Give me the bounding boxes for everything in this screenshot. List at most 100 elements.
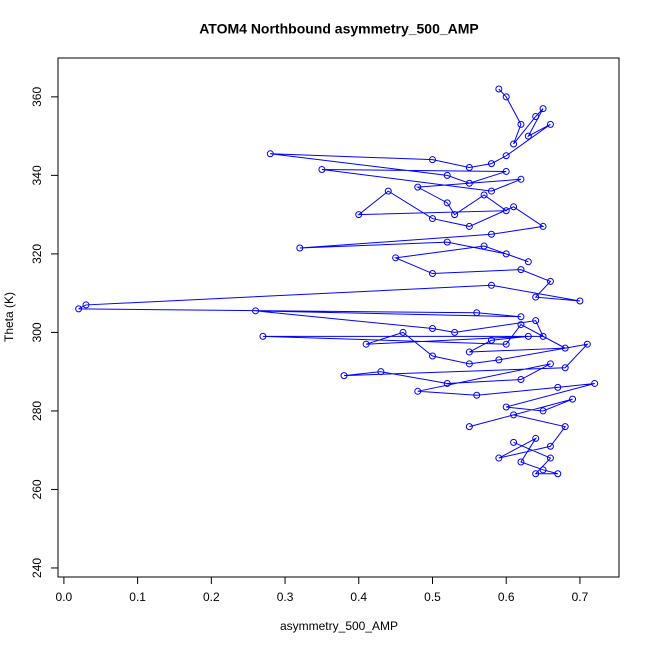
- data-point: [252, 307, 260, 315]
- data-point: [539, 407, 547, 415]
- y-tick-label: 320: [30, 244, 44, 264]
- data-point: [517, 321, 525, 329]
- data-point: [266, 150, 274, 158]
- data-point: [539, 466, 547, 474]
- data-point: [296, 244, 304, 252]
- data-point: [539, 105, 547, 113]
- data-point: [502, 93, 510, 101]
- data-point: [502, 250, 510, 258]
- y-axis-label: Theta (K): [2, 292, 16, 342]
- data-point: [487, 281, 495, 289]
- data-point: [428, 352, 436, 360]
- data-point: [561, 364, 569, 372]
- data-point: [428, 215, 436, 223]
- data-point: [561, 344, 569, 352]
- data-point: [443, 171, 451, 179]
- data-point: [510, 140, 518, 148]
- data-point: [532, 317, 540, 325]
- data-point: [340, 372, 348, 380]
- plot-frame: [57, 57, 620, 578]
- data-point: [443, 238, 451, 246]
- data-point: [546, 120, 554, 128]
- data-point: [546, 442, 554, 450]
- data-point: [546, 454, 554, 462]
- data-point: [451, 328, 459, 336]
- data-point: [414, 387, 422, 395]
- data-point: [517, 175, 525, 183]
- data-point: [502, 167, 510, 175]
- data-point: [524, 132, 532, 140]
- data-point: [75, 305, 83, 313]
- data-point: [465, 360, 473, 368]
- data-point: [487, 230, 495, 238]
- data-point: [532, 293, 540, 301]
- x-tick-label: 0.2: [203, 590, 220, 604]
- data-point: [517, 120, 525, 128]
- data-point: [583, 340, 591, 348]
- data-point: [82, 301, 90, 309]
- data-point: [510, 411, 518, 419]
- chart-title: ATOM4 Northbound asymmetry_500_AMP: [199, 21, 479, 37]
- y-tick-label: 300: [30, 322, 44, 342]
- data-point: [473, 309, 481, 317]
- data-point: [465, 164, 473, 172]
- data-point: [443, 379, 451, 387]
- y-tick-label: 340: [30, 165, 44, 185]
- data-point: [495, 85, 503, 93]
- data-point: [561, 423, 569, 431]
- data-point: [524, 258, 532, 266]
- x-tick-label: 0.0: [56, 590, 73, 604]
- data-point: [487, 160, 495, 168]
- data-point: [428, 270, 436, 278]
- data-point: [517, 313, 525, 321]
- data-point: [539, 332, 547, 340]
- y-tick-label: 240: [30, 558, 44, 578]
- data-point: [554, 470, 562, 478]
- data-point: [517, 376, 525, 384]
- x-tick-label: 0.7: [572, 590, 589, 604]
- x-tick-label: 0.3: [277, 590, 294, 604]
- data-point: [480, 191, 488, 199]
- data-point: [428, 324, 436, 332]
- data-point: [517, 266, 525, 274]
- data-point: [377, 368, 385, 376]
- data-point: [524, 332, 532, 340]
- data-point: [532, 470, 540, 478]
- data-point: [465, 222, 473, 230]
- data-point: [465, 179, 473, 187]
- data-point: [443, 199, 451, 207]
- data-point: [532, 112, 540, 120]
- data-point: [465, 423, 473, 431]
- y-tick-label: 260: [30, 479, 44, 499]
- x-tick-label: 0.1: [129, 590, 146, 604]
- data-point: [510, 203, 518, 211]
- data-point: [510, 438, 518, 446]
- data-point: [428, 156, 436, 164]
- data-point: [392, 254, 400, 262]
- x-tick-label: 0.6: [498, 590, 515, 604]
- data-point: [591, 379, 599, 387]
- data-point: [259, 332, 267, 340]
- x-axis-label: asymmetry_500_AMP: [280, 619, 398, 633]
- data-point: [355, 211, 363, 219]
- data-point: [399, 328, 407, 336]
- data-point: [318, 165, 326, 173]
- data-point: [502, 340, 510, 348]
- data-point: [539, 222, 547, 230]
- data-point: [546, 277, 554, 285]
- data-point: [554, 383, 562, 391]
- x-tick-label: 0.4: [350, 590, 367, 604]
- data-line: [78, 88, 595, 475]
- y-tick-label: 280: [30, 401, 44, 421]
- data-point: [546, 360, 554, 368]
- data-point: [495, 356, 503, 364]
- data-point: [576, 297, 584, 305]
- data-point: [517, 458, 525, 466]
- data-point: [502, 403, 510, 411]
- data-point: [487, 336, 495, 344]
- data-point: [487, 187, 495, 195]
- data-point: [384, 187, 392, 195]
- data-point: [532, 434, 540, 442]
- data-point: [465, 348, 473, 356]
